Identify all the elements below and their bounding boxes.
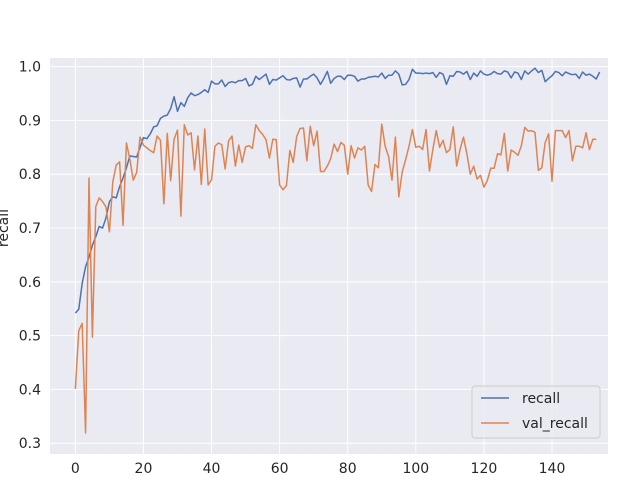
x-tick-label: 20: [135, 461, 153, 477]
x-tick-label: 100: [402, 461, 429, 477]
x-tick-labels: 0 20 40 60 80 100 120 140: [71, 461, 565, 477]
legend-frame: [471, 385, 601, 439]
x-tick-label: 80: [339, 461, 357, 477]
x-tick-label: 0: [71, 461, 80, 477]
y-tick-label: 0.6: [19, 275, 41, 291]
y-tick-label: 0.3: [19, 436, 41, 452]
legend-label-recall: recall: [522, 391, 560, 407]
series-layer: [74, 67, 601, 434]
y-tick-label: 0.4: [19, 382, 41, 398]
x-tick-label: 140: [539, 461, 566, 477]
y-tick-label: 1.0: [19, 60, 41, 76]
y-tick-label: 0.9: [19, 113, 41, 129]
legend-label-val-recall: val_recall: [522, 416, 588, 432]
x-tick-label: 60: [271, 461, 289, 477]
y-tick-labels: 0.3 0.4 0.5 0.6 0.7 0.8 0.9 1.0: [19, 60, 41, 453]
x-tick-label: 40: [203, 461, 221, 477]
legend: recall val_recall: [471, 385, 601, 439]
y-tick-label: 0.5: [19, 329, 41, 345]
series-line-recall: [74, 67, 601, 314]
y-tick-label: 0.7: [19, 221, 41, 237]
x-tick-label: 120: [471, 461, 498, 477]
series-line-val-recall: [74, 123, 597, 434]
y-axis-label: recall: [0, 209, 12, 247]
y-tick-label: 0.8: [19, 167, 41, 183]
